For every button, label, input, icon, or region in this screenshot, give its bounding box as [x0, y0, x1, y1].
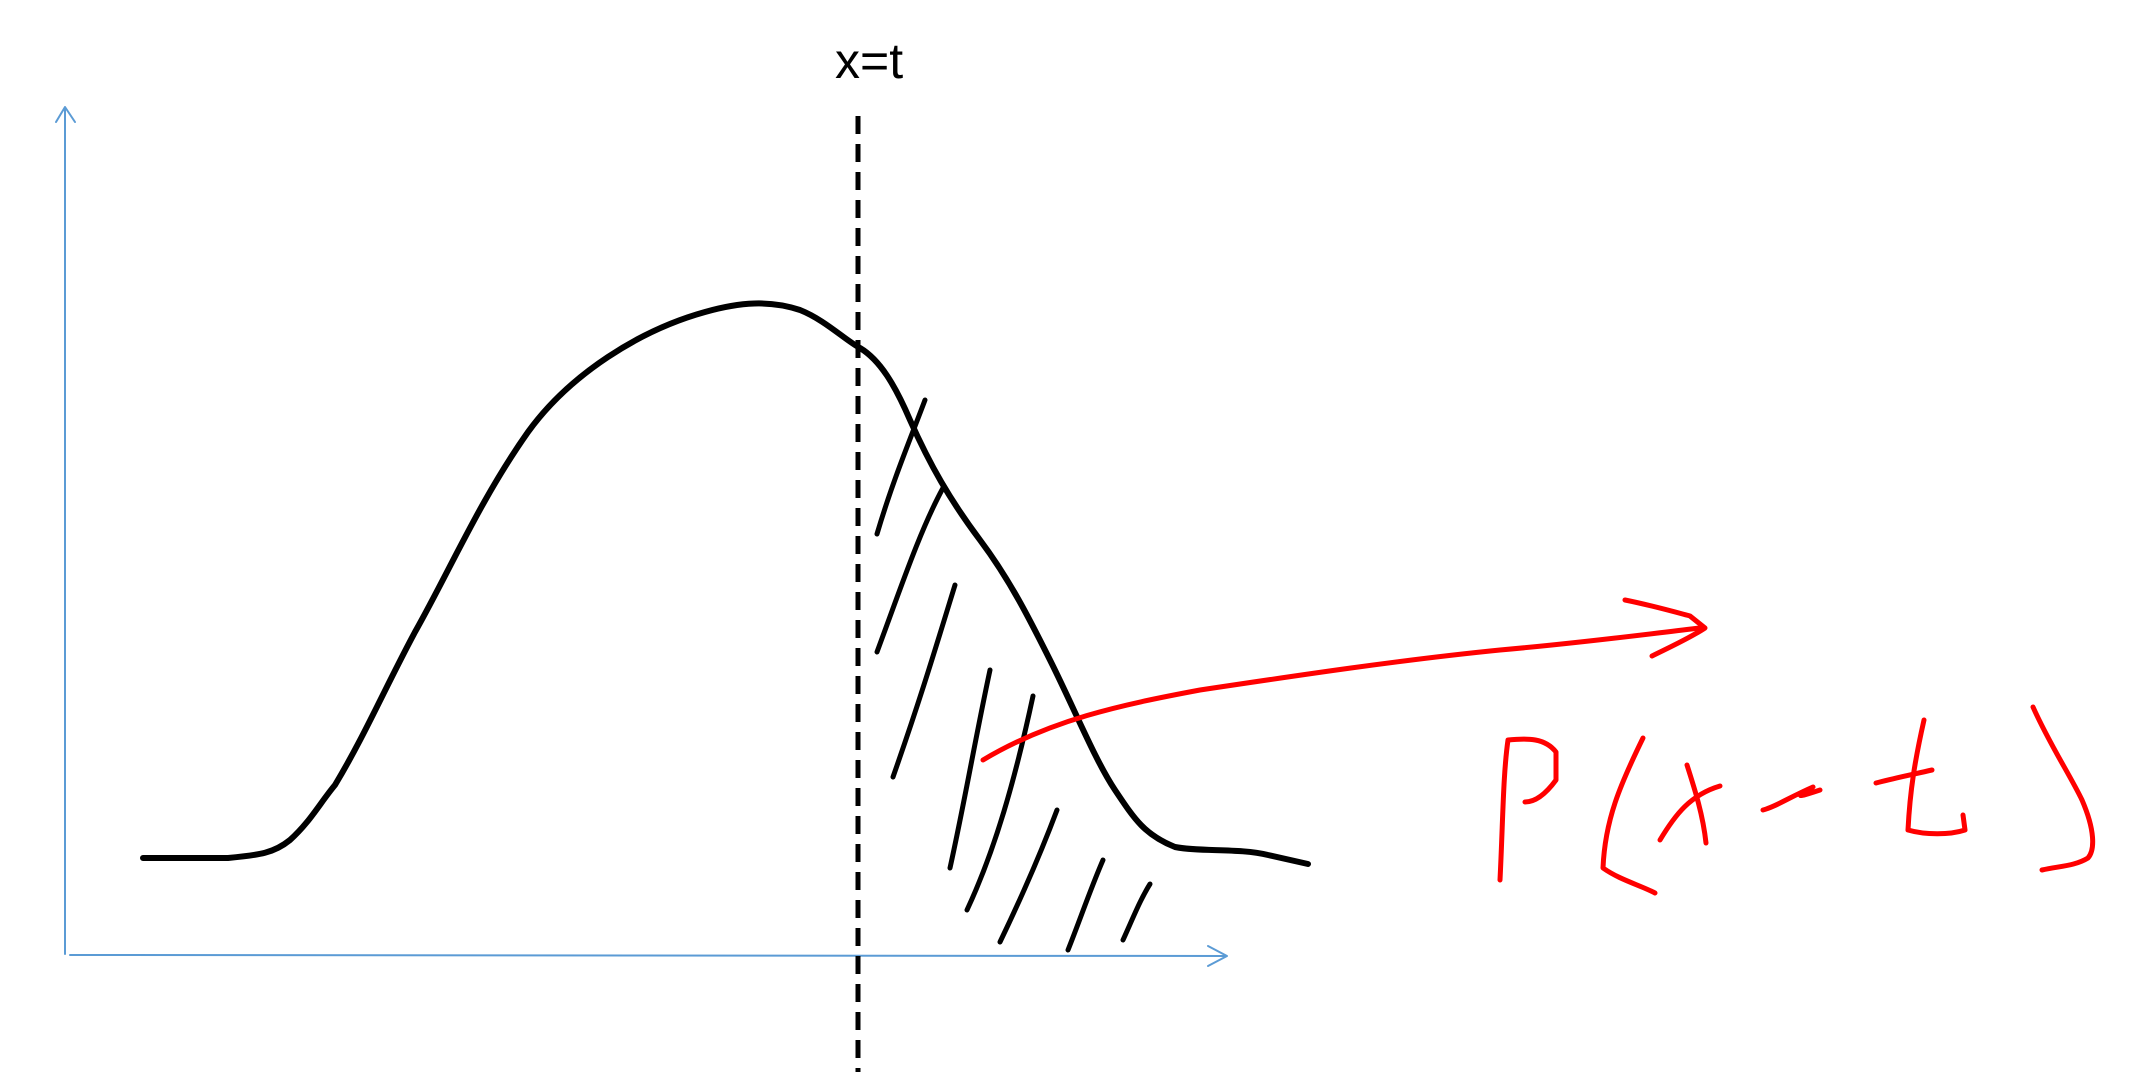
glyph-x-stroke-2 [1684, 762, 1709, 846]
glyph-p [1497, 736, 1559, 883]
glyph-t-bar [1873, 767, 1935, 786]
y-axis-arrowhead [55, 106, 76, 123]
x-axis [69, 954, 1227, 957]
arrow-head [1622, 597, 1708, 659]
threshold-label: x=t [835, 33, 903, 89]
tail-hatching [874, 397, 1153, 953]
glyph-greater-than [1760, 784, 1823, 813]
hatch-stroke [874, 397, 928, 537]
glyph-close-paren [2030, 704, 2096, 873]
hatch-stroke [947, 667, 993, 871]
hatch-stroke [874, 485, 946, 655]
axes [55, 106, 1228, 967]
arrow-shaft [980, 625, 1703, 763]
annotation-arrow [980, 597, 1708, 763]
glyph-x-stroke-1 [1657, 783, 1723, 843]
glyph-t-stem [1905, 717, 1968, 837]
hatch-stroke [890, 582, 958, 780]
hatch-stroke [964, 693, 1036, 913]
annotation-text [1497, 704, 2096, 896]
x-axis-arrowhead [1207, 945, 1228, 967]
density-curve [140, 300, 1311, 867]
hatch-stroke [1065, 857, 1106, 953]
glyph-open-paren [1600, 735, 1658, 896]
hatch-stroke [997, 807, 1060, 945]
hatch-stroke [1120, 881, 1153, 943]
